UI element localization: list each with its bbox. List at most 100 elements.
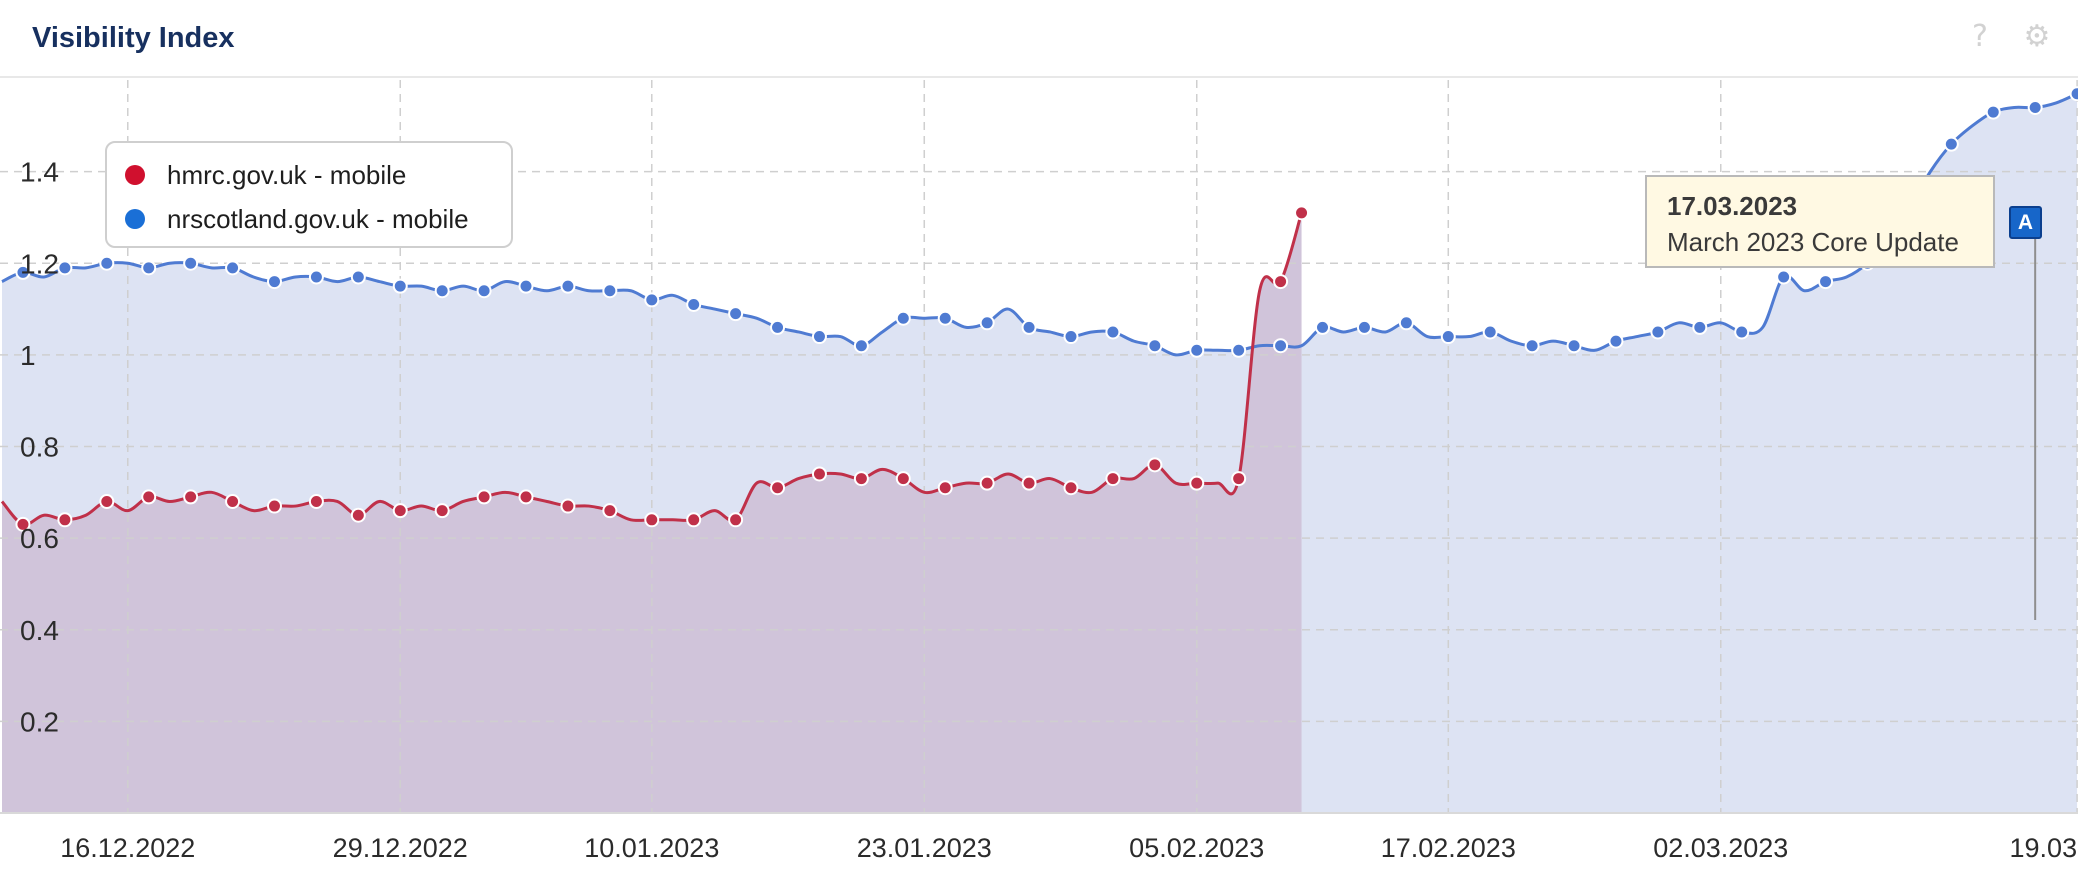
data-point (686, 296, 702, 312)
data-point (99, 255, 115, 271)
data-point (1692, 319, 1708, 335)
data-point (350, 269, 366, 285)
legend-label-hmrc: hmrc.gov.uk - mobile (167, 159, 407, 190)
data-point (183, 255, 199, 271)
annotation-text: March 2023 Core Update (1667, 227, 1959, 257)
data-point (1524, 338, 1540, 354)
data-point (937, 480, 953, 496)
legend-label-nrscotland: nrscotland.gov.uk - mobile (167, 203, 469, 234)
y-tick-label: 0.6 (20, 523, 59, 554)
data-point (602, 283, 618, 299)
data-point (183, 489, 199, 505)
data-point (476, 283, 492, 299)
x-tick-label: 23.01.2023 (857, 833, 992, 863)
data-point (644, 512, 660, 528)
data-point (434, 503, 450, 519)
x-tick-label: 02.03.2023 (1653, 833, 1788, 863)
annotation-date: 17.03.2023 (1667, 191, 1798, 221)
data-point (308, 493, 324, 509)
data-point (770, 480, 786, 496)
data-point (15, 516, 31, 532)
annotation-marker[interactable]: A (2009, 206, 2042, 239)
data-point (1566, 338, 1582, 354)
data-point (1189, 342, 1205, 358)
data-point (476, 489, 492, 505)
data-point (1021, 475, 1037, 491)
data-point (1021, 319, 1037, 335)
data-point (1231, 471, 1247, 487)
series-line-0 (1, 92, 2078, 357)
data-point (979, 475, 995, 491)
data-point (1063, 480, 1079, 496)
data-point (15, 264, 31, 280)
data-point (141, 260, 157, 276)
data-point (1356, 319, 1372, 335)
y-tick-label: 0.2 (20, 706, 59, 737)
data-point (225, 260, 241, 276)
y-tick-label: 1.2 (20, 248, 59, 279)
x-tick-label: 10.01.2023 (584, 833, 719, 863)
legend-item-hmrc[interactable]: hmrc.gov.uk - mobile (125, 155, 406, 195)
data-point (392, 278, 408, 294)
legend-item-nrscotland[interactable]: nrscotland.gov.uk - mobile (125, 199, 469, 239)
data-point (1482, 324, 1498, 340)
data-point (266, 274, 282, 290)
series-line-1 (0, 212, 1303, 527)
data-point (57, 512, 73, 528)
data-point (602, 503, 618, 519)
data-point (560, 498, 576, 514)
data-point (1105, 471, 1121, 487)
data-point (895, 310, 911, 326)
data-point (1189, 475, 1205, 491)
data-point (1147, 338, 1163, 354)
data-point (2069, 86, 2078, 102)
data-point (560, 278, 576, 294)
data-point (225, 493, 241, 509)
chart-title: Visibility Index (32, 22, 235, 54)
data-point (1231, 342, 1247, 358)
gear-icon[interactable]: ⚙ (2023, 19, 2051, 54)
area-series-1 (2, 212, 1302, 813)
data-point (1650, 324, 1666, 340)
card-header: Visibility Index ? ⚙ (0, 0, 2078, 78)
data-point (1315, 319, 1331, 335)
data-point (811, 329, 827, 345)
data-point (518, 278, 534, 294)
data-point (728, 306, 744, 322)
data-point (57, 260, 73, 276)
data-point (686, 512, 702, 528)
y-tick-label: 1 (20, 340, 36, 371)
data-point (1943, 136, 1959, 152)
data-point (1985, 104, 2001, 120)
help-icon[interactable]: ? (1972, 19, 1988, 54)
x-tick-label: 17.02.2023 (1381, 833, 1516, 863)
legend-marker-hmrc (125, 165, 145, 185)
data-point (1294, 205, 1310, 221)
x-tick-label: 05.02.2023 (1129, 833, 1264, 863)
data-point (308, 269, 324, 285)
x-tick-label: 29.12.2022 (333, 833, 468, 863)
data-point (853, 338, 869, 354)
data-point (266, 498, 282, 514)
data-point (728, 512, 744, 528)
data-point (434, 283, 450, 299)
data-point (1063, 329, 1079, 345)
data-point (1273, 274, 1289, 290)
data-point (1273, 338, 1289, 354)
data-point (937, 310, 953, 326)
y-tick-label: 0.8 (20, 432, 59, 463)
annotation-tooltip: 17.03.2023 March 2023 Core Update (1645, 175, 1995, 268)
data-point (141, 489, 157, 505)
data-point (770, 319, 786, 335)
data-point (99, 493, 115, 509)
y-tick-label: 0.4 (20, 615, 59, 646)
y-tick-label: 1.4 (20, 157, 59, 188)
data-point (1147, 457, 1163, 473)
data-point (811, 466, 827, 482)
data-point (2027, 99, 2043, 115)
data-point (392, 503, 408, 519)
data-point (1608, 333, 1624, 349)
legend-marker-nrscotland (125, 209, 145, 229)
data-point (644, 292, 660, 308)
